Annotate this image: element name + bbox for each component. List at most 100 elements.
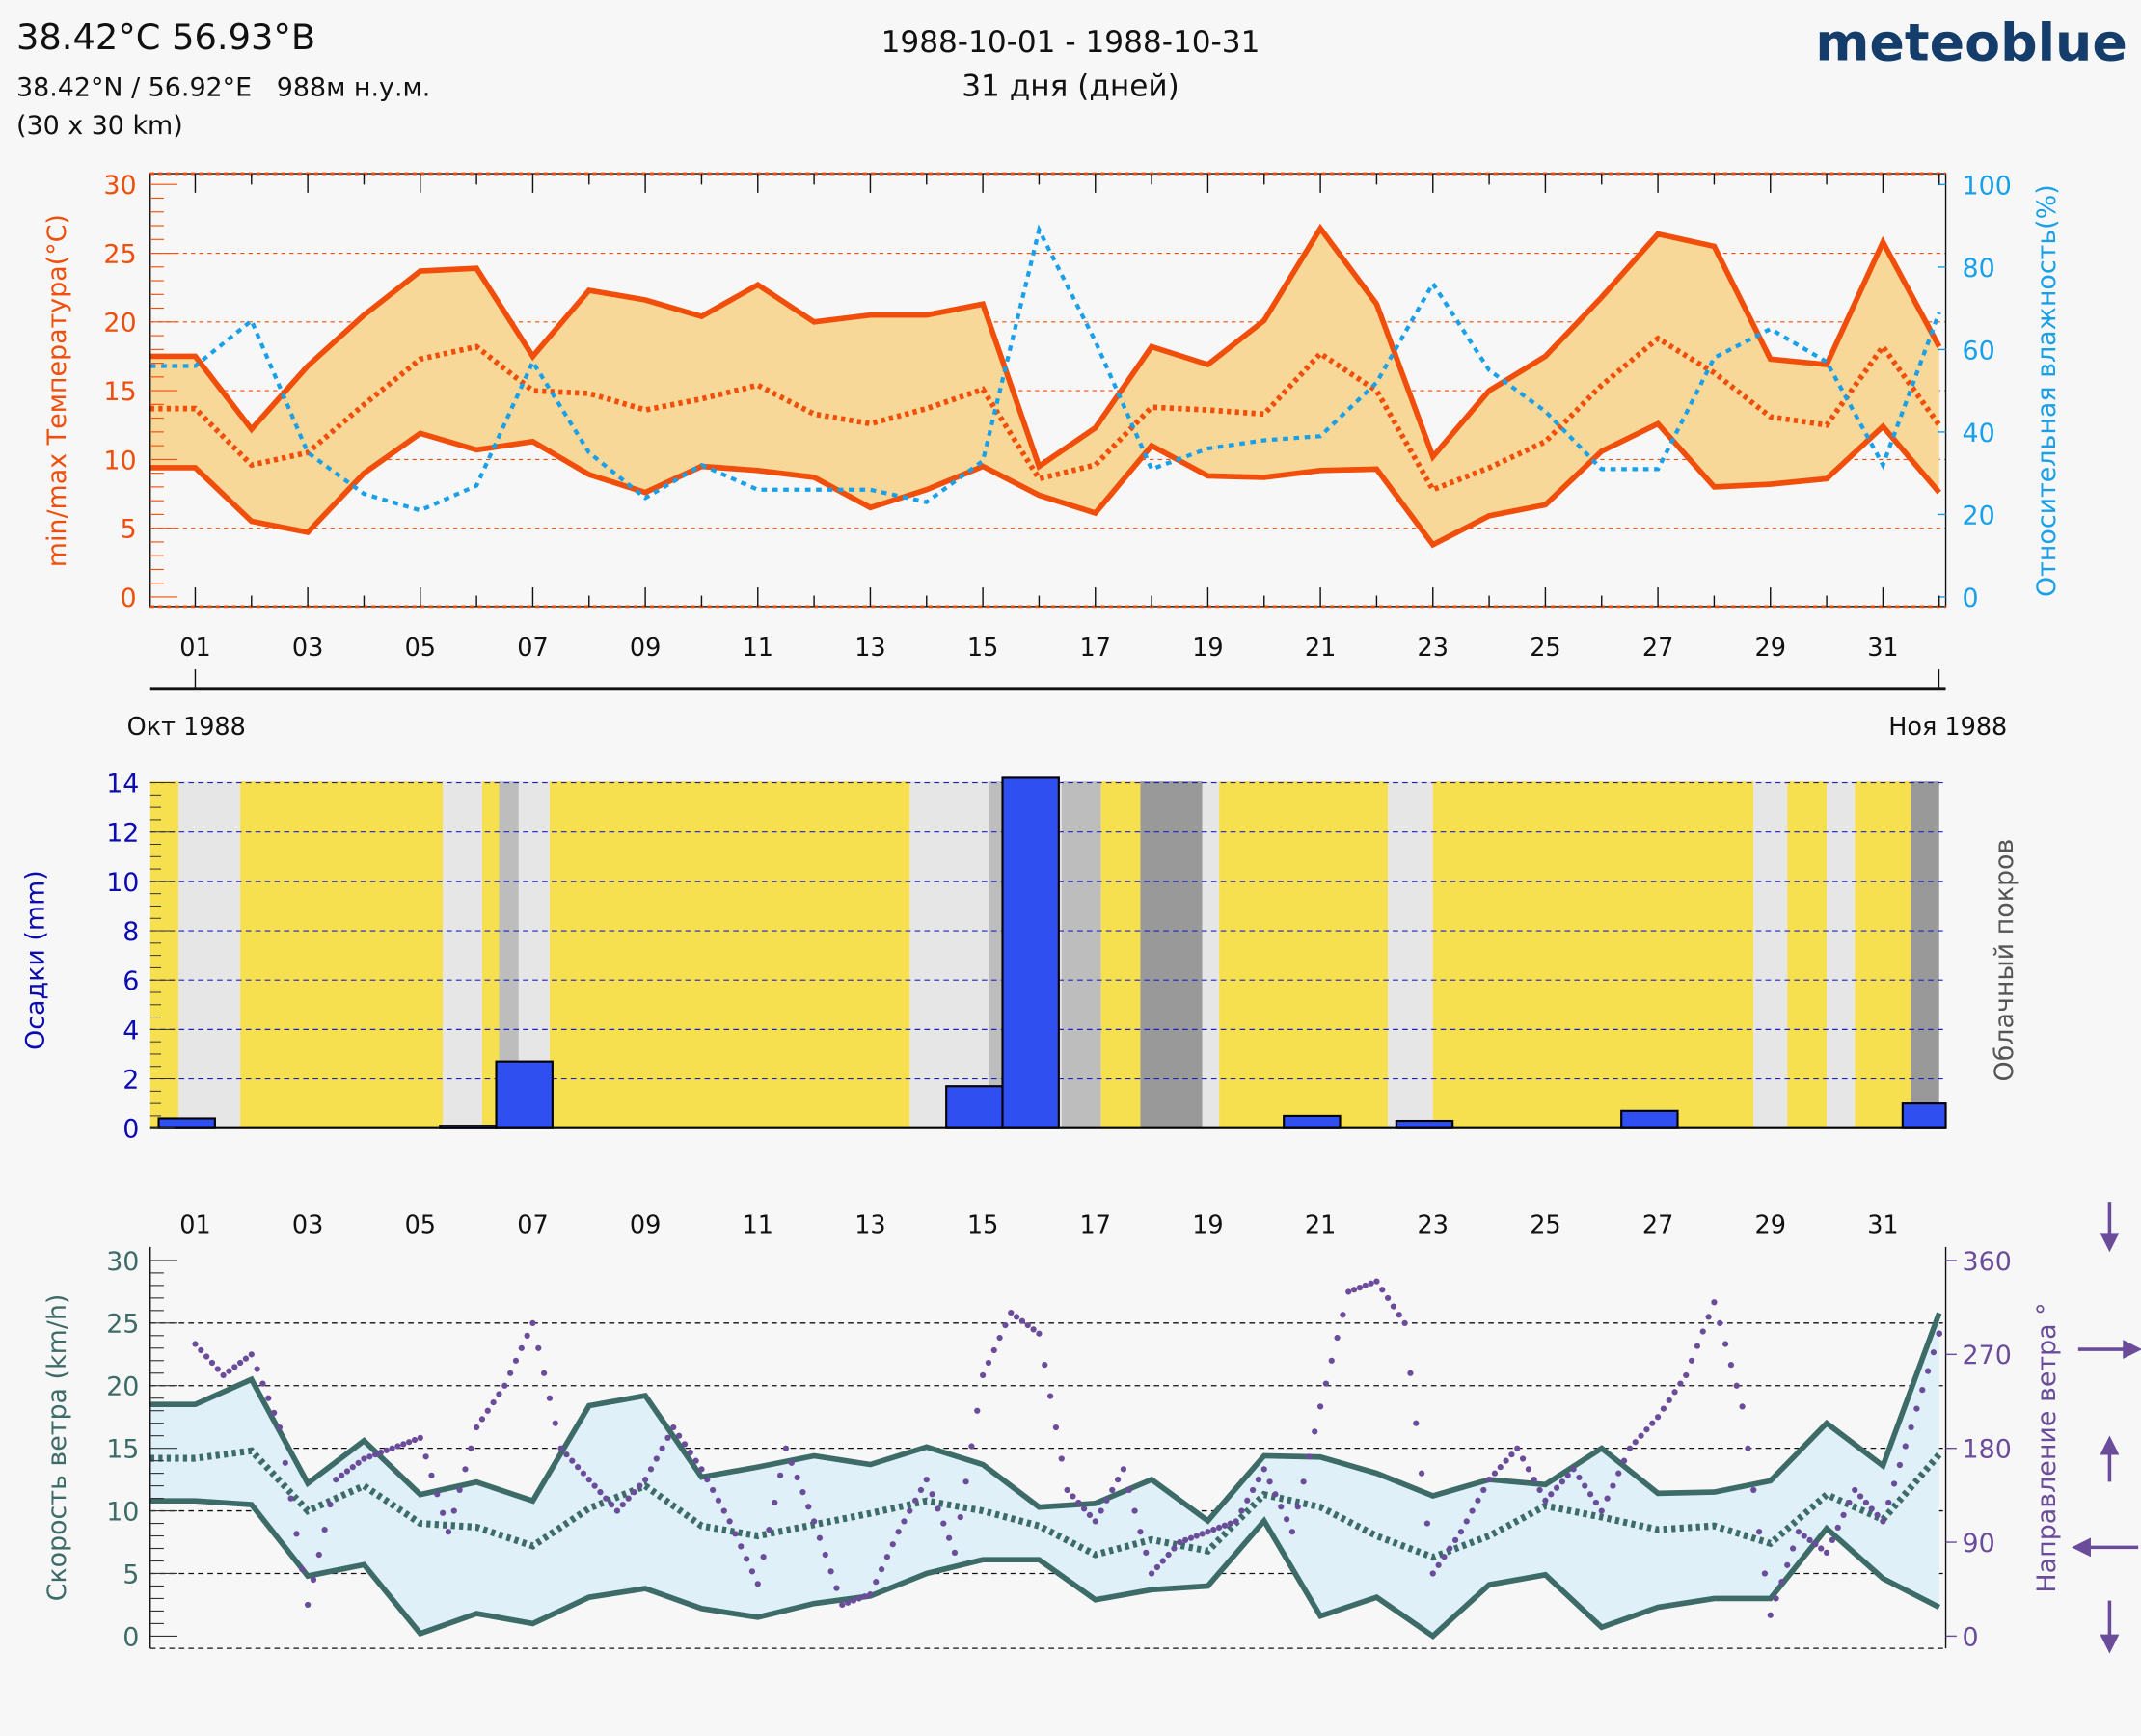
wind-direction-arrows bbox=[2072, 1202, 2141, 1654]
x-tick-label: 29 bbox=[1755, 1211, 1786, 1240]
wind-direction-point bbox=[833, 1585, 840, 1591]
x-tick-label: 03 bbox=[292, 634, 323, 663]
wind-direction-point bbox=[287, 1495, 294, 1502]
precip-bar bbox=[945, 1085, 1004, 1129]
wind-direction-point bbox=[603, 1495, 610, 1502]
wind-direction-point bbox=[1199, 1531, 1206, 1537]
day-count: 31 дня (дней) bbox=[962, 68, 1179, 103]
humidity-tick-label: 80 bbox=[1963, 254, 1995, 284]
wind-direction-point bbox=[546, 1395, 554, 1401]
arrow-up-icon bbox=[2100, 1435, 2120, 1482]
wind-direction-point bbox=[738, 1543, 745, 1550]
wind-direction-point bbox=[974, 1407, 981, 1414]
cloud-axis-label: Облачный покров bbox=[1990, 839, 2019, 1082]
wind-direction-point bbox=[1058, 1455, 1065, 1462]
wind-direction-point bbox=[580, 1470, 587, 1477]
min-wind-line bbox=[149, 1498, 1941, 1641]
wind-tick-label: 25 bbox=[106, 1310, 139, 1340]
precip-tick-label: 10 bbox=[106, 868, 139, 898]
wind-direction-point bbox=[619, 1501, 626, 1508]
wind-direction-point bbox=[1266, 1478, 1273, 1485]
wind-direction-point bbox=[1120, 1466, 1127, 1473]
wind-direction-point bbox=[985, 1359, 992, 1367]
x-tick-label: 01 bbox=[179, 634, 210, 663]
wind-direction-point bbox=[1086, 1511, 1094, 1519]
cloud-cover-clear bbox=[149, 781, 178, 1128]
x-tick-label: 31 bbox=[1867, 634, 1898, 663]
wind-direction-point bbox=[355, 1459, 362, 1466]
wind-direction-point bbox=[754, 1581, 761, 1587]
wind-direction-point bbox=[1806, 1536, 1813, 1543]
wind-direction-point bbox=[474, 1424, 480, 1431]
wind-direction-point bbox=[1030, 1326, 1037, 1333]
wind-direction-point bbox=[1485, 1477, 1493, 1483]
wind-direction-point bbox=[1548, 1491, 1555, 1498]
wind-direction-point bbox=[557, 1445, 564, 1451]
wind-direction-point bbox=[248, 1351, 255, 1358]
wind-direction-point bbox=[720, 1507, 727, 1514]
wind-direction-point bbox=[788, 1459, 795, 1466]
wind-direction-point bbox=[349, 1464, 356, 1471]
temp-tick-label: 0 bbox=[120, 583, 136, 613]
wind-direction-point bbox=[1221, 1522, 1229, 1529]
wind-direction-point bbox=[1558, 1478, 1566, 1485]
wind-direction-point bbox=[1896, 1461, 1904, 1469]
cloud-cover-partial bbox=[1827, 781, 1856, 1128]
wind-direction-point bbox=[1576, 1474, 1583, 1481]
wind-tick-label: 10 bbox=[106, 1497, 139, 1527]
month-label-nov: Ноя 1988 bbox=[1888, 713, 2007, 742]
wind-direction-point bbox=[1717, 1319, 1723, 1327]
wind-direction-point bbox=[1008, 1309, 1015, 1316]
x-tick-label: 21 bbox=[1305, 634, 1336, 663]
wind-direction-point bbox=[726, 1518, 733, 1525]
wind-direction-point bbox=[609, 1501, 615, 1508]
wind-direction-point bbox=[417, 1434, 423, 1441]
wind-direction-point bbox=[1052, 1424, 1060, 1431]
wind-direction-point bbox=[518, 1344, 525, 1351]
wind-direction-point bbox=[732, 1531, 739, 1537]
wind-direction-point bbox=[468, 1445, 474, 1451]
wind-direction-point bbox=[1177, 1538, 1183, 1546]
wind-direction-point bbox=[1582, 1482, 1588, 1489]
wind-tick-label: 20 bbox=[106, 1372, 139, 1402]
wind-direction-point bbox=[428, 1472, 435, 1478]
wind-direction-point bbox=[1795, 1529, 1802, 1535]
wind-direction-point bbox=[675, 1432, 683, 1439]
precip-tick-label: 4 bbox=[122, 1016, 139, 1045]
wind-direction-point bbox=[1024, 1321, 1031, 1329]
wind-direction-point bbox=[1249, 1486, 1257, 1494]
wind-direction-point bbox=[1649, 1420, 1656, 1426]
wind-direction-point bbox=[254, 1366, 260, 1372]
humidity-tick-label: 20 bbox=[1963, 501, 1995, 530]
wind-direction-point bbox=[692, 1457, 699, 1464]
wind-direction-point bbox=[220, 1371, 227, 1379]
wind-direction-point bbox=[996, 1334, 1003, 1342]
wind-direction-point bbox=[1429, 1570, 1436, 1577]
wind-direction-point bbox=[1131, 1507, 1138, 1514]
wind-direction-point bbox=[1632, 1439, 1639, 1446]
wind-range-area bbox=[149, 1313, 1939, 1637]
month-label-oct: Окт 1988 bbox=[127, 713, 246, 742]
wind-direction-point bbox=[1159, 1558, 1166, 1564]
wind-direction-point bbox=[569, 1457, 576, 1464]
wind-direction-point bbox=[1328, 1357, 1335, 1364]
x-tick-label: 21 bbox=[1305, 1211, 1336, 1240]
wind-direction-point bbox=[208, 1359, 216, 1367]
wind-direction-point bbox=[1092, 1518, 1098, 1525]
wind-direction-point bbox=[327, 1501, 334, 1508]
wind-direction-point bbox=[1255, 1477, 1262, 1483]
wind-direction-point bbox=[372, 1451, 379, 1458]
max-wind-line bbox=[149, 1312, 1942, 1525]
x-tick-label: 27 bbox=[1642, 1211, 1673, 1240]
wind-direction-point bbox=[990, 1346, 997, 1354]
wind-direction-point bbox=[1390, 1303, 1397, 1310]
wind-direction-point bbox=[1046, 1393, 1054, 1399]
wind-direction-point bbox=[794, 1474, 800, 1481]
wind-direction-point bbox=[1778, 1579, 1785, 1586]
wind-direction-point bbox=[772, 1499, 778, 1506]
wind-direction-point bbox=[1064, 1486, 1070, 1494]
wind-direction-point bbox=[563, 1451, 570, 1458]
humidity-tick-label: 40 bbox=[1963, 419, 1995, 448]
